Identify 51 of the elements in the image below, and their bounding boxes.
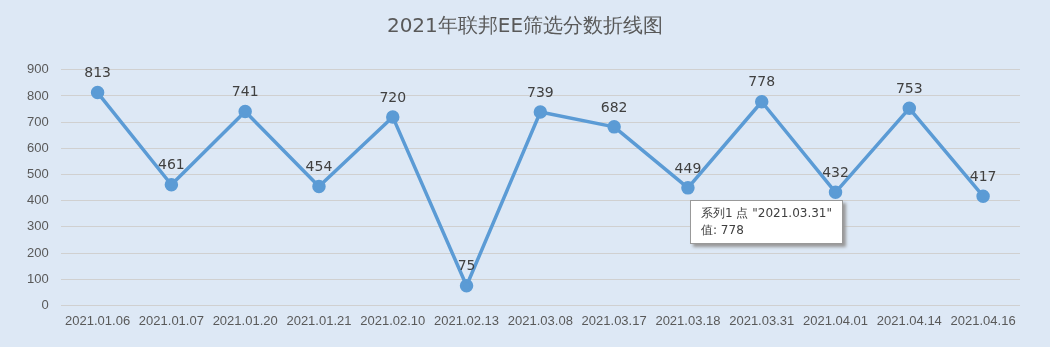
y-tick-label: 100 [26, 270, 49, 286]
point [533, 105, 548, 119]
x-tick-label: 2021.04.14 [876, 312, 942, 328]
y-tick-label: 700 [26, 113, 49, 129]
x-tick-label: 2021.03.18 [655, 312, 721, 328]
x-tick-label: 2021.01.06 [65, 312, 131, 328]
x-tick-label: 2021.03.31 [729, 312, 795, 328]
data-label: 454 [305, 158, 333, 175]
data-label: 741 [231, 83, 259, 100]
y-tick-label: 0 [41, 296, 49, 312]
x-tick-label: 2021.02.13 [434, 312, 500, 328]
y-tick-label: 500 [26, 166, 49, 182]
x-tick-label: 2021.03.17 [581, 312, 647, 328]
point [312, 179, 326, 194]
point [681, 181, 695, 195]
x-tick-label: 2021.01.07 [138, 312, 204, 328]
point [828, 185, 843, 200]
point [607, 120, 621, 134]
data-label: 461 [158, 156, 185, 173]
x-tick-label: 2021.01.21 [286, 312, 352, 328]
data-label: 449 [674, 159, 702, 176]
x-tick-label: 2021.03.08 [507, 312, 573, 328]
point [902, 101, 917, 116]
point [164, 177, 179, 192]
data-label: 682 [600, 98, 628, 115]
point [90, 85, 105, 100]
x-tick-label: 2021.02.10 [360, 312, 426, 328]
data-label: 739 [526, 83, 554, 100]
chart-title: 2021年联邦EE筛选分数折线图 [385, 12, 665, 39]
x-tick-label: 2021.04.01 [802, 312, 869, 328]
point [238, 104, 252, 119]
data-label: 75 [457, 257, 476, 274]
data-label: 813 [84, 64, 111, 81]
y-tick-label: 300 [26, 218, 49, 234]
y-tick-label: 400 [26, 192, 49, 208]
data-label: 720 [379, 88, 407, 105]
data-label: 432 [822, 163, 849, 180]
data-label: 417 [969, 167, 997, 184]
x-tick-label: 2021.01.20 [212, 312, 278, 328]
point [459, 279, 474, 293]
point [976, 189, 990, 203]
data-label: 778 [748, 73, 776, 90]
point [386, 110, 400, 124]
data-label: 753 [895, 79, 923, 96]
y-tick-label: 900 [26, 61, 49, 77]
point [754, 94, 769, 109]
annotation: 系列1 点 "2021.03.31" 值: 778 [690, 200, 844, 244]
y-tick-label: 600 [26, 139, 49, 155]
x-tick-label: 2021.04.16 [950, 312, 1016, 328]
y-tick-label: 200 [26, 244, 49, 260]
y-tick-label: 800 [26, 87, 49, 103]
